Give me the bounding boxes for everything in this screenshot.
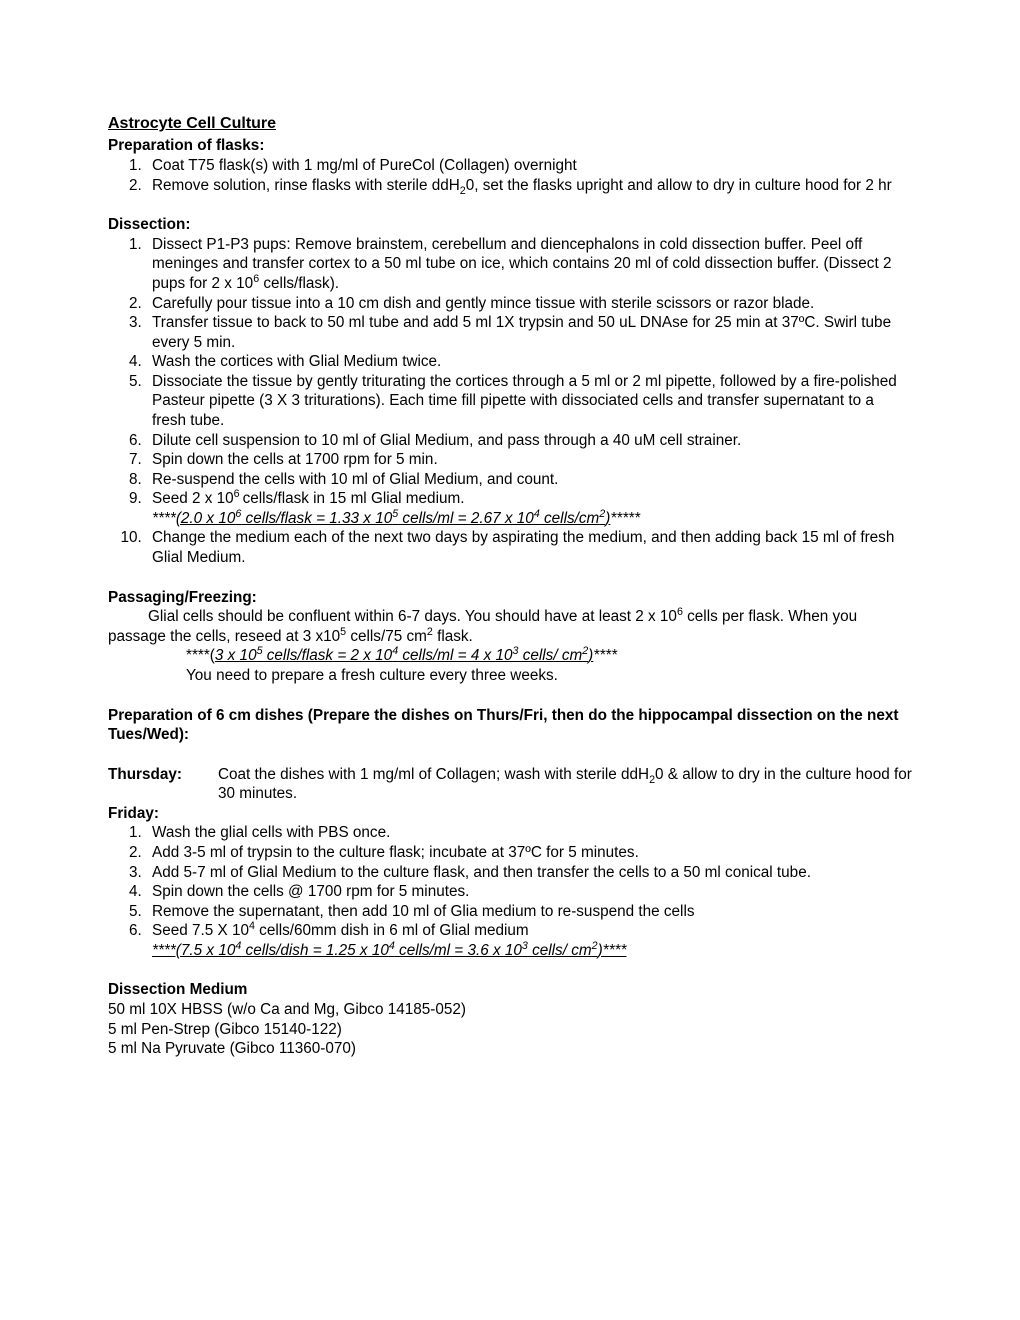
document-page: Astrocyte Cell Culture Preparation of fl… <box>0 0 1020 1119</box>
step-text: Dilute cell suspension to 10 ml of Glial… <box>152 432 741 449</box>
dissection-step: Seed 2 x 106 cells/flask in 15 ml Glial … <box>146 489 912 528</box>
calc-prefix: **** <box>152 510 176 527</box>
prep-flasks-step: Remove solution, rinse flasks with steri… <box>146 176 912 196</box>
friday-label: Friday: <box>108 804 912 824</box>
thursday-row: Thursday: Coat the dishes with 1 mg/ml o… <box>108 765 912 804</box>
dissection-step: Carefully pour tissue into a 10 cm dish … <box>146 294 912 314</box>
section-heading-passaging: Passaging/Freezing: <box>108 588 912 608</box>
calc-suffix: **** <box>593 647 617 664</box>
step-text: Re-suspend the cells with 10 ml of Glial… <box>152 471 558 488</box>
calc-text: ****(7.5 x 104 cells/dish = 1.25 x 104 c… <box>152 942 626 959</box>
friday-step: Spin down the cells @ 1700 rpm for 5 min… <box>146 882 912 902</box>
friday-step: Add 3-5 ml of trypsin to the culture fla… <box>146 843 912 863</box>
passaging-calc: ****(3 x 105 cells/flask = 2 x 104 cells… <box>186 646 912 666</box>
para-text: flask. <box>433 628 473 645</box>
step-text: Change the medium each of the next two d… <box>152 529 894 566</box>
prep-flasks-step: Coat T75 flask(s) with 1 mg/ml of PureCo… <box>146 156 912 176</box>
calc-suffix: ***** <box>610 510 640 527</box>
dissection-step: Change the medium each of the next two d… <box>146 528 912 567</box>
dissection-step: Wash the cortices with Glial Medium twic… <box>146 352 912 372</box>
step-text: Wash the glial cells with PBS once. <box>152 824 390 841</box>
section-heading-medium: Dissection Medium <box>108 980 912 1000</box>
medium-line: 5 ml Pen-Strep (Gibco 15140-122) <box>108 1020 912 1040</box>
step-text: Seed 2 x 10 <box>152 490 234 507</box>
medium-line: 5 ml Na Pyruvate (Gibco 11360-070) <box>108 1039 912 1059</box>
calc-prefix: ****( <box>186 647 215 664</box>
step-text: Remove the supernatant, then add 10 ml o… <box>152 903 695 920</box>
step-text: Wash the cortices with Glial Medium twic… <box>152 353 441 370</box>
dissection-step: Dissociate the tissue by gently triturat… <box>146 372 912 431</box>
dissection-step: Transfer tissue to back to 50 ml tube an… <box>146 313 912 352</box>
step-text: Seed 7.5 X 10 <box>152 922 249 939</box>
passaging-paragraph: Glial cells should be confluent within 6… <box>108 607 912 646</box>
step-text: Dissociate the tissue by gently triturat… <box>152 373 897 429</box>
step-text: cells/flask in 15 ml Glial medium. <box>243 490 465 507</box>
document-title: Astrocyte Cell Culture <box>108 114 912 134</box>
section-heading-dissection: Dissection: <box>108 215 912 235</box>
dissection-step: Spin down the cells at 1700 rpm for 5 mi… <box>146 450 912 470</box>
prep-flasks-list: Coat T75 flask(s) with 1 mg/ml of PureCo… <box>146 156 912 195</box>
friday-step: Seed 7.5 X 104 cells/60mm dish in 6 ml o… <box>146 921 912 960</box>
step-text: Add 3-5 ml of trypsin to the culture fla… <box>152 844 639 861</box>
superscript: 6 <box>234 488 243 500</box>
passaging-note: You need to prepare a fresh culture ever… <box>186 666 912 686</box>
step-text: cells/flask). <box>259 275 339 292</box>
step-text: Spin down the cells @ 1700 rpm for 5 min… <box>152 883 469 900</box>
calc-text: (2.0 x 106 cells/flask = 1.33 x 105 cell… <box>176 510 611 527</box>
para-text: cells/75 cm <box>346 628 427 645</box>
calc-text: 3 x 105 cells/flask = 2 x 104 cells/ml =… <box>215 647 593 664</box>
medium-line: 50 ml 10X HBSS (w/o Ca and Mg, Gibco 141… <box>108 1000 912 1020</box>
friday-step: Remove the supernatant, then add 10 ml o… <box>146 902 912 922</box>
step-text: Remove solution, rinse flasks with steri… <box>152 177 460 194</box>
step-text: Carefully pour tissue into a 10 cm dish … <box>152 295 814 312</box>
step-text: Coat T75 flask(s) with 1 mg/ml of PureCo… <box>152 157 577 174</box>
step-text: cells/60mm dish in 6 ml of Glial medium <box>255 922 529 939</box>
step-text: Transfer tissue to back to 50 ml tube an… <box>152 314 891 351</box>
friday-step: Add 5-7 ml of Glial Medium to the cultur… <box>146 863 912 883</box>
step-text: 0, set the flasks upright and allow to d… <box>466 177 892 194</box>
step-text: Spin down the cells at 1700 rpm for 5 mi… <box>152 451 438 468</box>
section-heading-prep-flasks: Preparation of flasks: <box>108 136 912 156</box>
dissection-step: Dilute cell suspension to 10 ml of Glial… <box>146 431 912 451</box>
section-heading-6cm: Preparation of 6 cm dishes (Prepare the … <box>108 706 912 745</box>
thursday-text: Coat the dishes with 1 mg/ml of Collagen… <box>218 765 912 804</box>
friday-list: Wash the glial cells with PBS once. Add … <box>146 823 912 960</box>
friday-step: Wash the glial cells with PBS once. <box>146 823 912 843</box>
dissection-step: Re-suspend the cells with 10 ml of Glial… <box>146 470 912 490</box>
step-text: Add 5-7 ml of Glial Medium to the cultur… <box>152 864 811 881</box>
dissection-list: Dissect P1-P3 pups: Remove brainstem, ce… <box>146 235 912 568</box>
dissection-step: Dissect P1-P3 pups: Remove brainstem, ce… <box>146 235 912 294</box>
thursday-label: Thursday: <box>108 765 218 804</box>
para-text: Glial cells should be confluent within 6… <box>148 608 677 625</box>
